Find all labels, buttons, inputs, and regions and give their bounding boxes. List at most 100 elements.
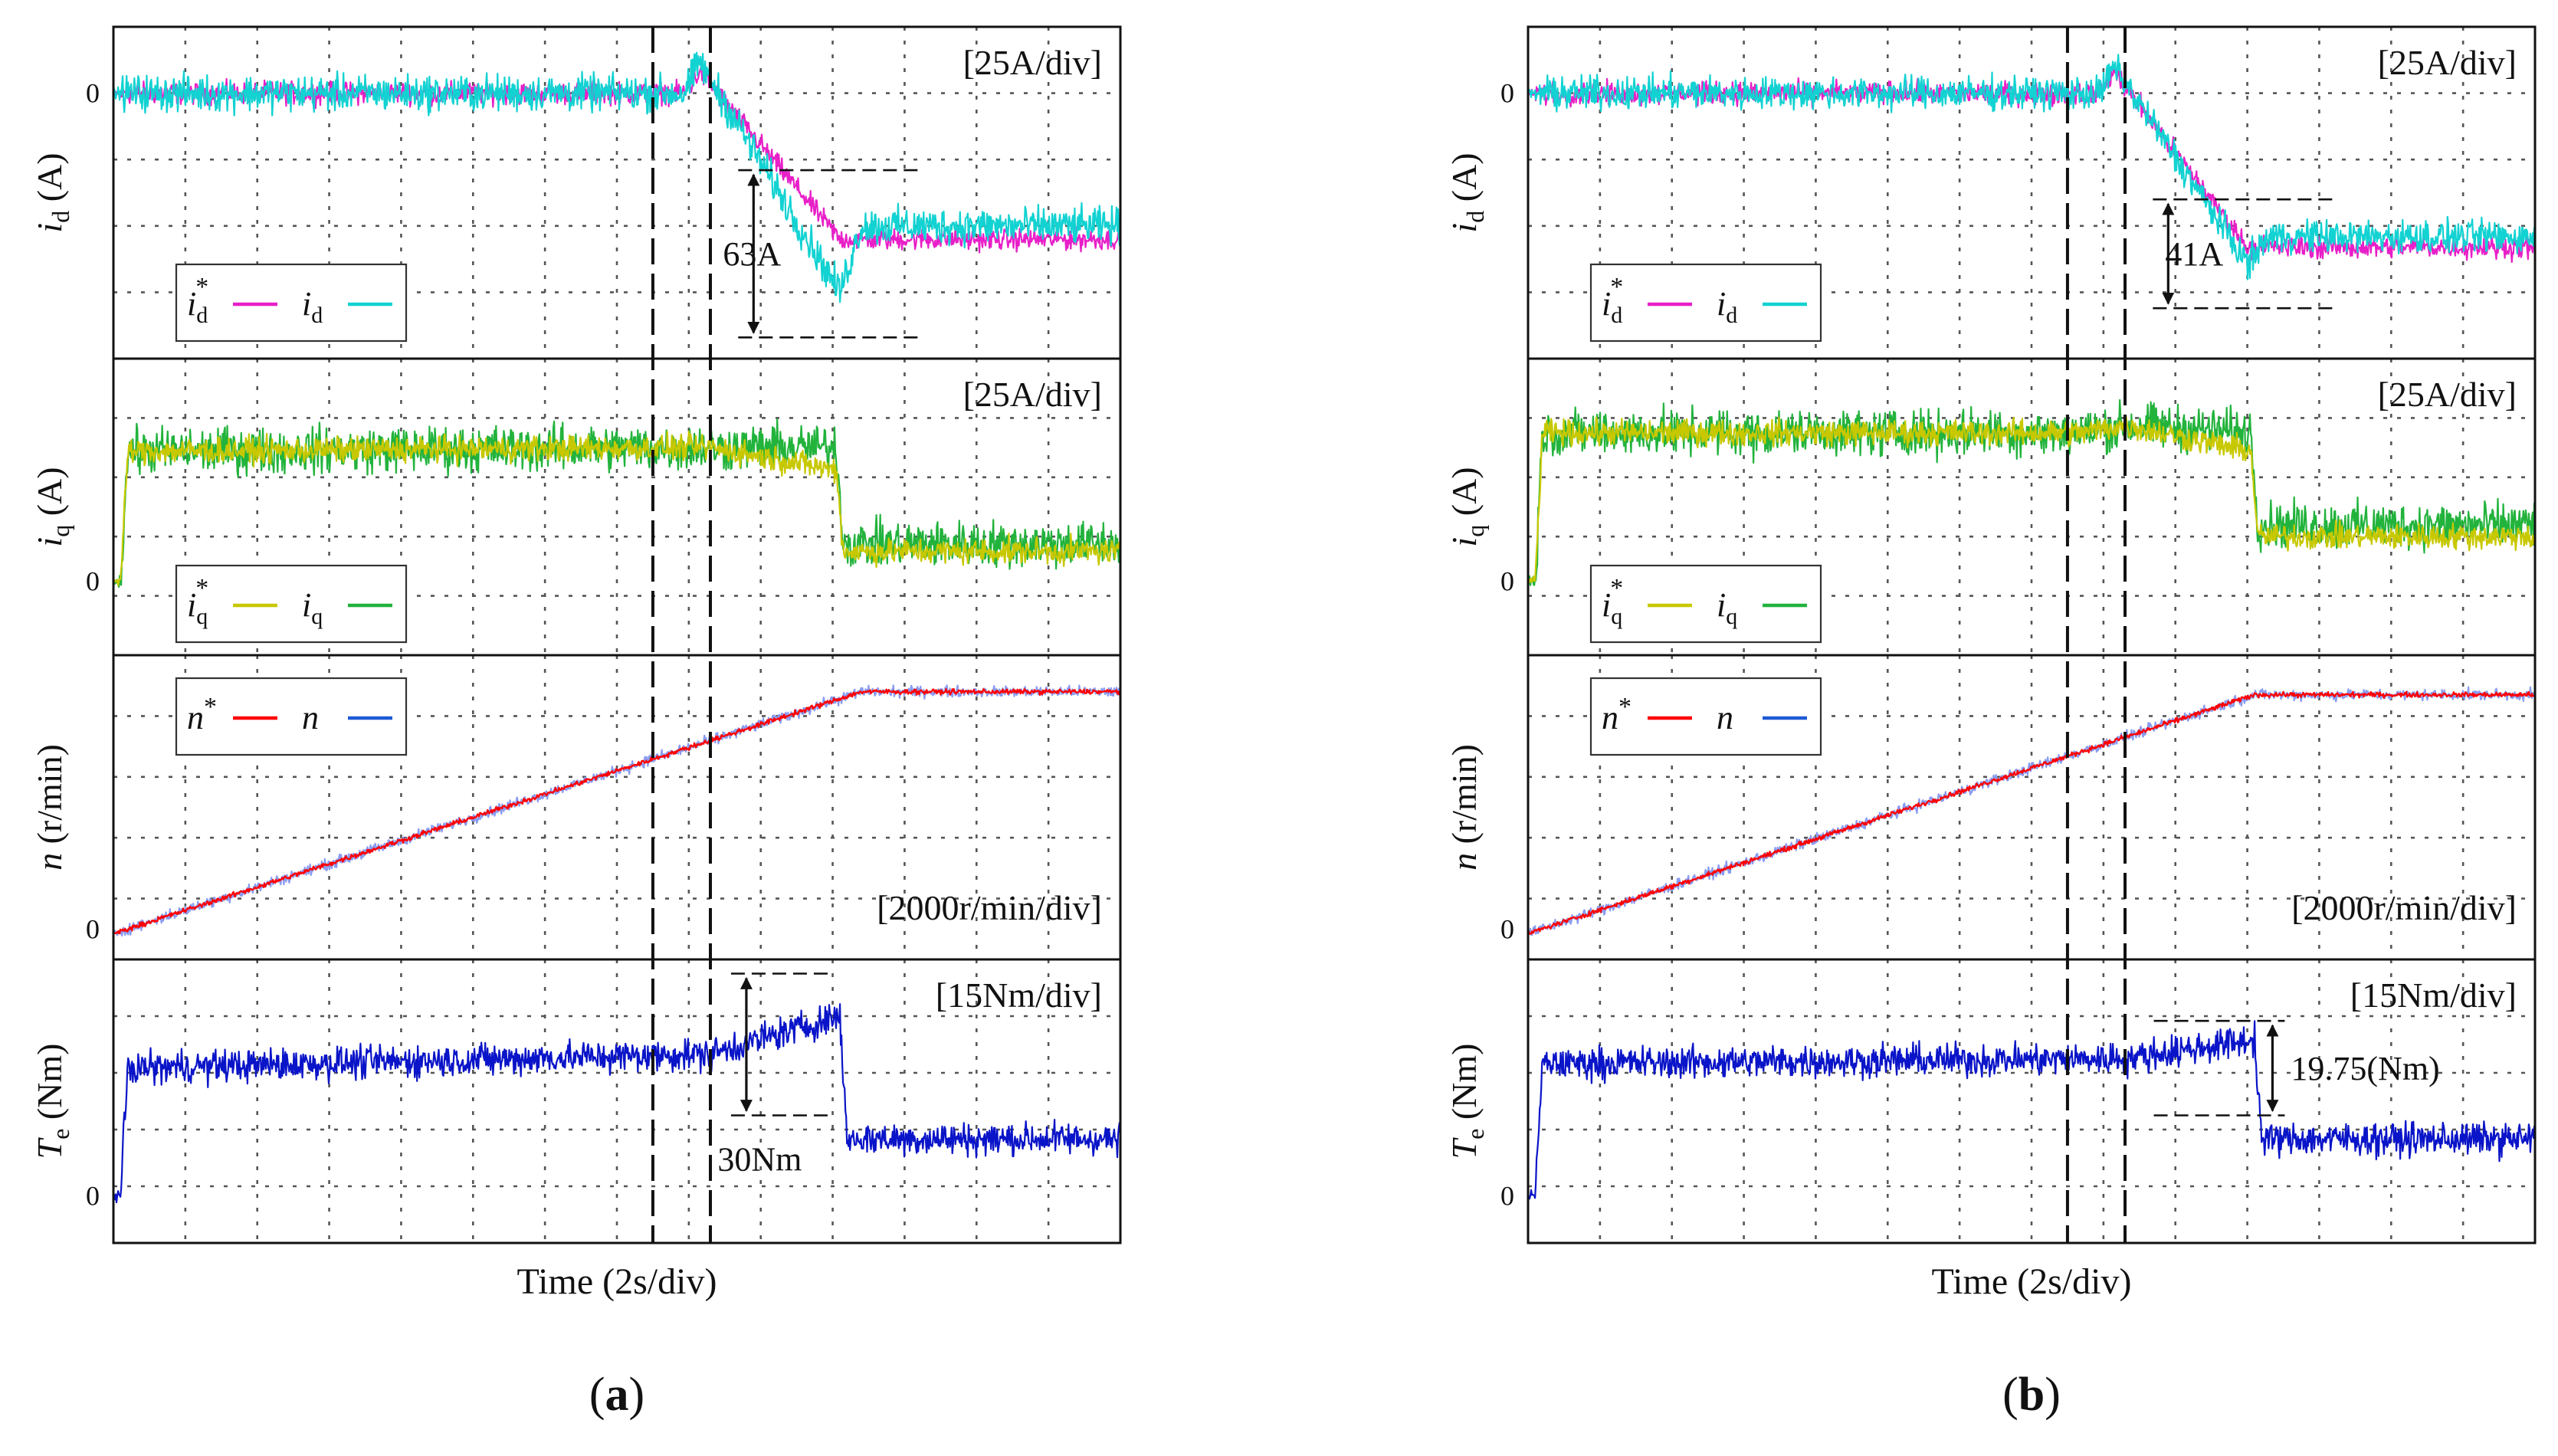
series-trace-Te [1528, 1020, 2535, 1200]
y-axis-symbol: n [30, 853, 69, 871]
panel-frame [1527, 958, 2537, 1244]
caption-letter: a [605, 1369, 629, 1421]
series-trace-iq* [113, 431, 1120, 586]
x-axis-label: Time (2s/div) [1932, 1261, 2132, 1302]
x-axis-label: Time (2s/div) [517, 1261, 717, 1302]
series-trace-id [113, 51, 1120, 303]
scale-label: [15Nm/div] [2350, 976, 2517, 1015]
legend-subscript: q [1726, 604, 1737, 629]
y-axis-label: Te (Nm) [30, 1044, 74, 1159]
legend-subscript: d [1611, 303, 1622, 328]
panel-frame [112, 958, 1122, 1244]
legend-subscript: d [196, 303, 208, 328]
zero-tick-label: 0 [86, 1180, 100, 1211]
y-axis-unit: (A) [30, 467, 69, 524]
legend: iq* iq [1589, 564, 1822, 644]
y-axis-unit: (r/min) [1445, 744, 1484, 853]
y-axis-symbol: i [1445, 223, 1484, 233]
series-group [113, 1003, 1120, 1204]
y-axis-unit: (A) [1445, 467, 1484, 524]
y-axis-label: iq (A) [30, 467, 74, 546]
caption-paren-close: ) [2045, 1369, 2061, 1421]
y-axis-subscript: e [1461, 1129, 1489, 1140]
series-group [1528, 54, 2535, 280]
legend-label: id* [1602, 273, 1623, 328]
legend-subscript: q [196, 604, 208, 629]
caption-paren-close: ) [629, 1369, 645, 1421]
caption-paren-open: ( [589, 1369, 605, 1421]
y-axis-subscript: e [47, 1129, 74, 1140]
y-axis-label: id (A) [1445, 152, 1489, 232]
caption-paren-open: ( [2002, 1369, 2019, 1421]
y-axis-subscript: d [47, 211, 74, 223]
legend: id* id [175, 263, 408, 343]
legend-star: * [195, 574, 208, 602]
series-trace-id [1528, 54, 2535, 280]
legend-subscript: q [1611, 604, 1622, 629]
zero-tick-label: 0 [1500, 913, 1514, 944]
panel-iq: [25A/div]0iq (A)iq* iq [1445, 357, 2537, 657]
legend-star: * [204, 693, 217, 721]
y-axis-label: n (r/min) [30, 744, 69, 871]
series-group [1528, 398, 2535, 586]
annotation-label: 30Nm [717, 1141, 802, 1179]
transition-markers [2065, 27, 2127, 1243]
annotation-Te: 19.75(Nm) [2153, 1019, 2440, 1117]
legend-label: n* [1602, 693, 1632, 736]
legend-symbol: n [302, 699, 319, 736]
legend: id* id [1589, 263, 1822, 343]
y-axis-symbol: i [30, 223, 69, 233]
subfigure-caption: (a) [589, 1369, 644, 1421]
scale-label: [15Nm/div] [936, 976, 1102, 1015]
transition-markers [651, 27, 713, 1243]
y-axis-unit: (r/min) [30, 744, 69, 853]
legend-symbol: i [302, 285, 311, 323]
legend-symbol: i [187, 586, 196, 624]
y-axis-symbol: T [1445, 1136, 1484, 1159]
series-trace-Te [113, 1003, 1120, 1204]
y-axis-subscript: q [1461, 525, 1489, 537]
series-group [113, 418, 1120, 588]
legend-box [175, 564, 408, 644]
legend-label: iq* [187, 574, 208, 629]
annotation-label: 19.75(Nm) [2291, 1050, 2439, 1087]
series-group [113, 51, 1120, 303]
panel-Te: [15Nm/div] 0 Te (Nm) 30Nm [30, 958, 1122, 1244]
y-axis-symbol: n [1445, 853, 1484, 871]
series-group [113, 684, 1120, 937]
zero-tick-label: 0 [86, 913, 100, 944]
legend-label: id [1717, 285, 1737, 328]
legend-subscript: d [311, 303, 323, 328]
y-axis-label: n (r/min) [1445, 744, 1484, 871]
legend-label: n [1717, 699, 1733, 736]
grid [1528, 959, 2535, 1243]
legend-subscript: q [311, 604, 323, 629]
series-trace-iq* [1528, 415, 2535, 584]
zero-tick-label: 0 [1500, 78, 1514, 109]
zero-tick-label: 0 [86, 566, 100, 596]
zero-tick-label: 0 [1500, 1180, 1514, 1211]
legend-star: * [1618, 693, 1632, 721]
legend-symbol: i [1717, 586, 1726, 624]
y-axis-symbol: i [1445, 537, 1484, 547]
y-axis-unit: (Nm) [1445, 1044, 1484, 1129]
y-axis-symbol: i [30, 537, 69, 547]
series-trace-n* [1528, 690, 2535, 935]
scale-label: [25A/div] [2378, 43, 2517, 82]
caption-letter: b [2019, 1369, 2045, 1421]
grid [113, 655, 1120, 959]
legend-star: * [195, 273, 208, 301]
panel-iq: [25A/div]0iq (A)iq* iq [30, 357, 1122, 657]
series-trace-n* [113, 687, 1120, 935]
zero-tick-label: 0 [86, 78, 100, 109]
y-axis-label: iq (A) [1445, 467, 1489, 546]
legend-symbol: n [1602, 699, 1618, 736]
subfigure-caption: (b) [2002, 1369, 2061, 1421]
legend-label: iq [1717, 586, 1737, 629]
legend-label: id* [187, 273, 208, 328]
legend-symbol: n [1717, 699, 1733, 736]
